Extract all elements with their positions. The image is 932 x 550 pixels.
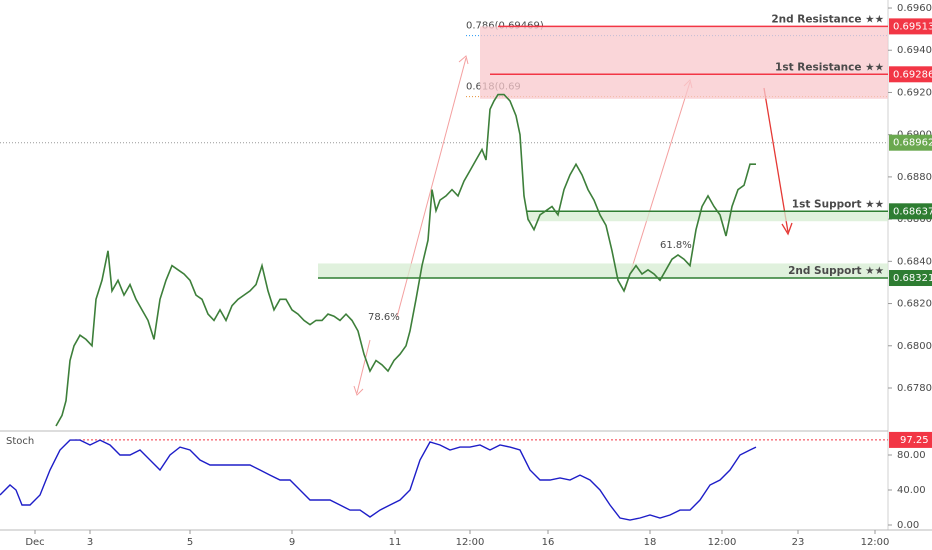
- y-tick-label: 80.00: [897, 450, 926, 461]
- level-label: 1st Support ★★: [792, 198, 884, 210]
- x-tick-label: Dec: [25, 537, 44, 548]
- fib-label: 78.6%: [368, 312, 400, 323]
- price-box-label: 0.69286: [893, 69, 932, 80]
- x-tick-label: 16: [542, 537, 555, 548]
- price-box: [889, 18, 932, 35]
- y-tick-label: 40.00: [897, 485, 926, 496]
- x-tick-label: 3: [87, 537, 93, 548]
- x-tick-label: 9: [289, 537, 295, 548]
- arrow-line: [763, 87, 789, 233]
- zone: [527, 211, 888, 222]
- arrow-head: [353, 385, 364, 396]
- arrow-head: [781, 222, 793, 236]
- series-line: [0, 439, 757, 521]
- x-tick-label: 11: [389, 537, 402, 548]
- price-box-label: 0.68962: [893, 138, 932, 149]
- price-box-label: 97.25: [900, 435, 929, 446]
- price-box: [889, 431, 932, 448]
- price-box: [889, 270, 932, 287]
- x-tick-label: 12:00: [456, 537, 485, 548]
- x-tick-label: 12:00: [708, 537, 737, 548]
- arrow-head: [458, 55, 469, 65]
- x-tick-label: 12:00: [861, 537, 890, 548]
- price-box-label: 0.69513: [893, 21, 932, 32]
- level-label: 2nd Resistance ★★: [771, 13, 884, 25]
- arrow-line: [624, 81, 691, 291]
- x-tick-label: 23: [792, 537, 805, 548]
- price-box-label: 0.68321: [893, 273, 932, 284]
- x-tick-label: 5: [187, 537, 193, 548]
- price-box: [889, 203, 932, 220]
- zone: [318, 263, 888, 279]
- fib-label: 61.8%: [660, 240, 692, 251]
- x-tick-label: 18: [644, 537, 657, 548]
- price-box: [889, 134, 932, 151]
- y-tick-label: 0.00: [897, 520, 919, 531]
- arrow-line: [356, 339, 371, 394]
- zone: [480, 26, 888, 99]
- data-layer: 0.696000.694000.692000.690000.688000.686…: [0, 3, 932, 548]
- series-line: [55, 93, 756, 427]
- level-label: 1st Resistance ★★: [775, 61, 884, 73]
- price-box: [889, 66, 932, 83]
- level-label: 2nd Support ★★: [788, 265, 884, 277]
- price-box-label: 0.68637: [893, 206, 932, 217]
- pane-title: Stoch: [6, 436, 34, 447]
- y-tick-label: 0.67800: [897, 383, 932, 394]
